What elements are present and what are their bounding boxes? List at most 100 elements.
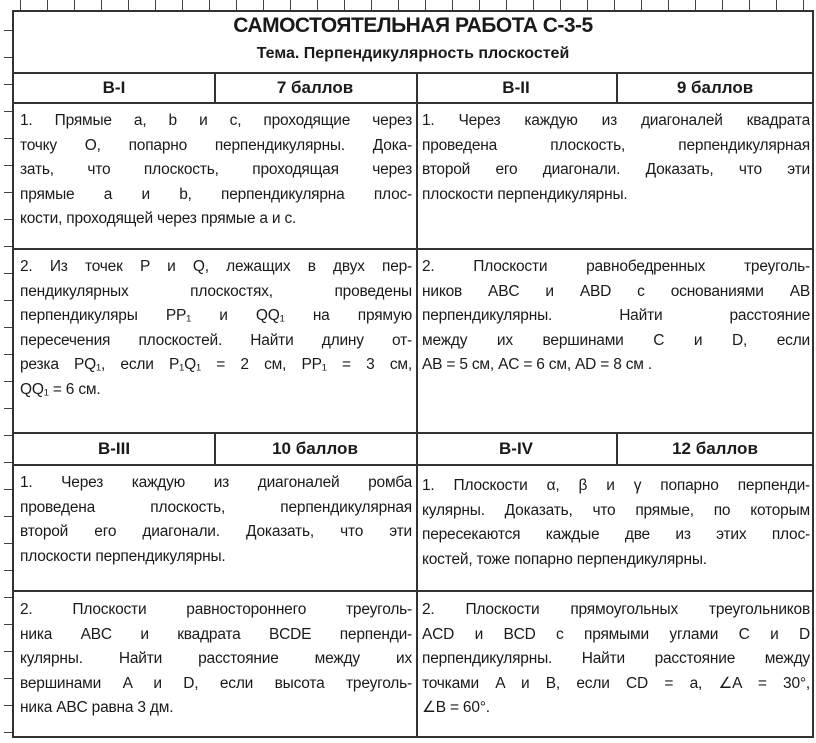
tick-mark	[803, 0, 804, 10]
variant-4-label: В-IV	[499, 439, 533, 458]
task: 2. Плоскости равностороннего треуголь-ни…	[14, 598, 416, 721]
variant-1-label: В-I	[102, 78, 126, 97]
tick-mark	[398, 0, 399, 10]
task-line: второй его диагонали. Доказать, что эти	[422, 161, 810, 178]
tick-mark	[182, 0, 183, 10]
divider	[214, 432, 216, 464]
tick-mark	[560, 0, 561, 10]
divider	[14, 72, 812, 74]
tick-mark	[4, 30, 12, 31]
task-line: AB = 5 см, AC = 6 см, AD = 8 см .	[422, 356, 652, 373]
task-line: зать, что плоскость, проходящая через	[20, 161, 412, 178]
variant-1-points: 7 баллов	[276, 78, 354, 97]
tick-mark	[722, 0, 723, 10]
tick-mark	[4, 111, 12, 112]
tick-mark	[749, 0, 750, 10]
tick-mark	[4, 165, 12, 166]
task-line: ACD и BCD с прямыми углами C и D	[422, 625, 810, 643]
divider	[14, 432, 812, 434]
task-line: между их вершинами C и D, если	[422, 331, 810, 349]
task: 2. Плоскости равнобедренных треуголь-ник…	[416, 255, 814, 378]
divider	[214, 72, 216, 102]
divider	[14, 102, 812, 104]
task-line: точками A и B, если CD = a, ∠A = 30°,	[422, 674, 810, 692]
task-line: 1. Через каждую из диагоналей ромба	[20, 474, 412, 491]
variant-2-label: В-II	[502, 78, 530, 97]
task-line: 1. Прямые a, b и c, проходящие через	[20, 112, 412, 129]
tick-mark	[4, 543, 12, 544]
task: 2. Плоскости прямоугольных треугольников…	[416, 598, 814, 721]
task-line: пендикулярных плоскостях, проведены	[20, 282, 412, 300]
tick-mark	[4, 219, 12, 220]
task-line: QQ₁ = 6 см.	[20, 380, 101, 398]
task-line: ника ABC и квадрата BCDE перпенди-	[20, 625, 412, 643]
divider	[416, 72, 418, 738]
task-line: пересекаются каждые две из этих плос-	[422, 526, 810, 543]
tick-mark	[4, 192, 12, 193]
tick-mark	[4, 57, 12, 58]
task-line: второй его диагонали. Доказать, что эти	[20, 523, 412, 540]
tick-mark	[20, 0, 21, 10]
task: 1. Плоскости α, β и γ попарно перпенди-к…	[416, 474, 814, 572]
task-line: плоскости перпендикулярны.	[422, 185, 628, 203]
tick-mark	[344, 0, 345, 10]
task: 1. Через каждую из диагоналей квадрата пр…	[416, 109, 814, 207]
task: 1. Прямые a, b и c, проходящие через точк…	[14, 109, 416, 232]
task-line: ников ABC и ABD с основаниями AB	[422, 282, 810, 300]
task-line: перпендикуляры PP₁ и QQ₁ на прямую	[20, 307, 412, 324]
variant-3-label: В-III	[97, 439, 131, 458]
divider	[14, 464, 812, 466]
task-line: 2. Плоскости равностороннего треуголь-	[20, 601, 412, 618]
task-line: кости, проходящей через прямые a и c.	[20, 210, 297, 227]
tick-mark	[4, 732, 12, 733]
tick-mark	[776, 0, 777, 10]
tick-mark	[290, 0, 291, 10]
task-line: точку O, попарно перпендикулярны. Дока-	[20, 136, 412, 154]
tick-mark	[4, 678, 12, 679]
tick-mark	[4, 489, 12, 490]
page-subtitle: Тема. Перпендикулярность плоскостей	[256, 45, 570, 62]
task-line: ∠B = 60°.	[422, 699, 490, 716]
task-line: резка PQ₁, если P₁Q₁ = 2 см, PP₁ = 3 см,	[20, 356, 412, 373]
divider	[616, 432, 618, 464]
tick-mark	[4, 570, 12, 571]
tick-mark	[506, 0, 507, 10]
tick-mark	[317, 0, 318, 10]
tick-mark	[533, 0, 534, 10]
variant-2-points: 9 баллов	[676, 78, 754, 97]
variant-4-points: 12 баллов	[672, 439, 758, 458]
tick-mark	[128, 0, 129, 10]
task-line: кулярны. Найти расстояние между их	[20, 650, 412, 667]
task: 1. Через каждую из диагоналей ромба прове…	[14, 471, 416, 569]
worksheet-frame: САМОСТОЯТЕЛЬНАЯ РАБОТА С-3-5 Тема. Перпе…	[12, 10, 814, 738]
tick-mark	[614, 0, 615, 10]
tick-mark	[4, 84, 12, 85]
tick-mark	[4, 597, 12, 598]
task-line: вершинами A и D, если высота треуголь-	[20, 674, 412, 692]
tick-mark	[155, 0, 156, 10]
tick-mark	[101, 0, 102, 10]
task-line: костей, тоже попарно перпендикулярны.	[422, 550, 707, 568]
tick-mark	[4, 462, 12, 463]
task-line: кулярны. Доказать, что прямые, по которы…	[422, 501, 810, 519]
task-line: ника ABC равна 3 дм.	[20, 699, 174, 716]
task-line: проведена плоскость, перпендикулярная	[422, 136, 810, 154]
tick-mark	[74, 0, 75, 10]
task-line: 2. Плоскости равнобедренных треуголь-	[422, 258, 810, 275]
tick-mark	[641, 0, 642, 10]
tick-mark	[4, 408, 12, 409]
tick-mark	[4, 435, 12, 436]
tick-mark	[47, 0, 48, 10]
tick-mark	[4, 354, 12, 355]
task-line: 2. Из точек P и Q, лежащих в двух пер-	[20, 258, 412, 275]
task-line: перпендикулярны. Найти расстояние	[422, 307, 810, 324]
divider	[14, 590, 812, 592]
tick-mark	[209, 0, 210, 10]
tick-mark	[587, 0, 588, 10]
page-title: САМОСТОЯТЕЛЬНАЯ РАБОТА С-3-5	[233, 14, 593, 37]
task-line: проведена плоскость, перпендикулярная	[20, 498, 412, 516]
task: 2. Из точек P и Q, лежащих в двух пер-пе…	[14, 255, 416, 402]
task-line: 2. Плоскости прямоугольных треугольников	[422, 601, 810, 618]
task-line: прямые a и b, перпендикулярна плос-	[20, 185, 412, 203]
tick-mark	[263, 0, 264, 10]
